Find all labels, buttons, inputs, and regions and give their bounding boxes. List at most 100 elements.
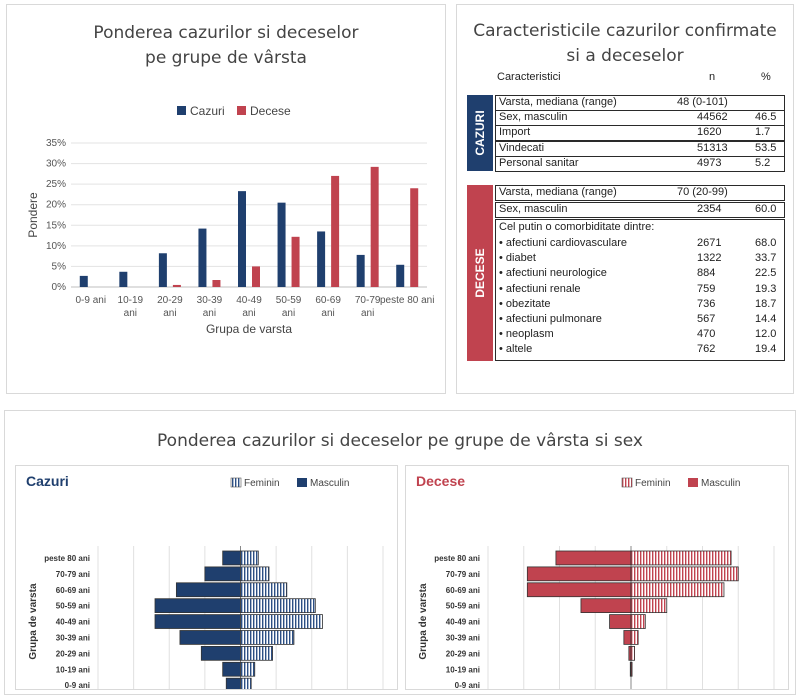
y-tick-label: 10-19 ani [446,665,480,674]
cazuri-row-label: Vindecati [499,141,545,154]
bar-feminin [630,614,646,629]
comorb-row-pct: 33.7 [755,252,777,265]
bar-cazuri [198,228,207,287]
cazuri-row-border [495,140,785,157]
bar-masculin [200,645,241,661]
cazuri-row-pct: 1.7 [755,126,771,139]
cazuri-row-border [495,110,785,127]
x-tick-label: 30-39 ani [197,295,223,319]
decese-row-label: Sex, masculin [499,203,568,215]
bar-feminin [240,677,252,689]
bar-cazuri [158,253,167,287]
y-tick-label: 0% [52,282,67,293]
comorb-row-pct: 18.7 [755,297,777,310]
y-tick-label: 10% [46,241,66,252]
bar-masculin [526,566,632,582]
bar-masculin [179,630,241,645]
bar-cazuri [396,264,405,287]
decese-side-label: DECESE [467,185,493,361]
characteristics-table: Caracteristici n% CAZURI DECESE Varsta, medi… [465,67,787,367]
y-tick-label: 0-9 ani [455,681,480,689]
y-tick-label: 60-69 ani [446,586,480,595]
bar-masculin [580,598,632,613]
bar-cazuri [79,275,88,287]
comorb-row-n: 2671 [697,237,722,249]
decese-row-label: Varsta, mediana (range) [499,186,617,198]
bar-feminin [630,550,732,566]
y-tick-label: 35% [46,138,66,149]
bar-masculin [609,614,632,629]
y-tick-label: 25% [46,179,66,190]
pyramid-section-title: Ponderea cazurilor si deceselor pe grupe… [157,431,643,451]
y-axis-label: Grupa de varsta [418,583,429,660]
y-axis-label: Grupa de varsta [28,583,39,660]
x-tick-label: 70-79 ani [355,295,381,319]
comorb-row-n: 759 [697,282,716,295]
comorb-row-label: • altele [499,343,533,356]
bar-feminin [630,582,725,598]
cazuri-row-pct: 5.2 [755,156,771,169]
cazuri-row-label: Import [499,126,531,139]
x-tick-label: 0-9 ani [75,295,106,306]
y-tick-label: 50-59 ani [446,602,480,611]
bar-feminin [630,661,633,677]
legend-label-decese: Decese [250,104,291,118]
bar-decese [370,166,379,287]
y-tick-label: 15% [46,220,66,231]
y-tick-label: 20-29 ani [446,649,480,658]
cazuri-row-n: 48 (0-101) [677,96,728,108]
y-tick-label: 30-39 ani [446,633,480,642]
bar-masculin [222,661,241,677]
decese-row-n: 2354 [697,203,722,215]
bar-masculin [154,614,241,629]
y-tick-label: 30% [46,159,66,170]
legend-swatch-decese [237,106,246,115]
bar-feminin [630,645,635,661]
decese-pyramid-chart: DeceseFemininMasculin40302010010203040pe… [416,473,775,689]
legend-label-feminin: Feminin [635,478,671,489]
legend-label-masculin: Masculin [701,478,740,489]
comorb-row-label: • afectiuni pulmonare [499,313,602,325]
legend-swatch-feminin [230,477,242,488]
comorb-row-pct: 22.5 [755,267,777,280]
y-tick-label: 40-49 ani [56,618,90,627]
bar-feminin [240,582,288,598]
bar-cazuri [356,254,365,287]
bar-feminin [630,566,739,582]
pyramid-title: Decese [416,473,465,489]
comorb-row-label: • obezitate [499,297,551,310]
y-tick-label: 5% [52,261,67,272]
decese-side-text: DECESE [473,248,487,298]
cazuri-row-label: Personal sanitar [499,156,579,169]
y-tick-label: 70-79 ani [56,570,90,579]
comorb-title: Cel putin o comorbiditate dintre: [499,221,655,233]
cazuri-row-label: Sex, masculin [499,111,568,124]
comorb-row-n: 470 [697,328,716,341]
legend-label-cazuri: Cazuri [190,104,225,118]
cazuri-pyramid-panel: CazuriFemininMasculin40302010010203040pe… [15,465,398,690]
legend-label-feminin: Feminin [244,478,280,489]
bar-masculin [222,550,241,566]
age-bar-chart: Cazuri Decese 0% 5% 10% 15% 20% 25% 30% 35% Ponder… [26,104,434,336]
comorb-row-label: • afectiuni neurologice [499,267,607,280]
y-tick-label: 20-29 ani [56,649,90,658]
comorb-row-n: 1322 [697,252,722,265]
bar-decese [212,280,221,287]
x-tick-label: 60-69 ani [315,295,341,319]
comorb-row-label: • afectiuni cardiovasculare [499,237,627,249]
bar-decese [172,284,181,287]
cazuri-row-n: 44562 [697,111,728,124]
cazuri-row-n: 4973 [697,156,722,169]
characteristics-panel: Caracteristicile cazurilor confirmate si… [456,4,794,394]
bar-feminin [240,661,256,677]
comorb-row-label: • neoplasm [499,328,554,341]
pyramid-title: Cazuri [26,473,69,489]
legend-swatch-masculin [688,478,698,487]
bar-cazuri [277,202,286,287]
header-percent: % [761,71,771,83]
x-tick-label: 20-29 ani [157,295,183,319]
bar-cazuri [238,191,246,287]
x-axis-label: Grupa de varsta [206,322,292,336]
y-tick-label: 10-19 ani [56,665,90,674]
header-n: n [709,71,716,83]
